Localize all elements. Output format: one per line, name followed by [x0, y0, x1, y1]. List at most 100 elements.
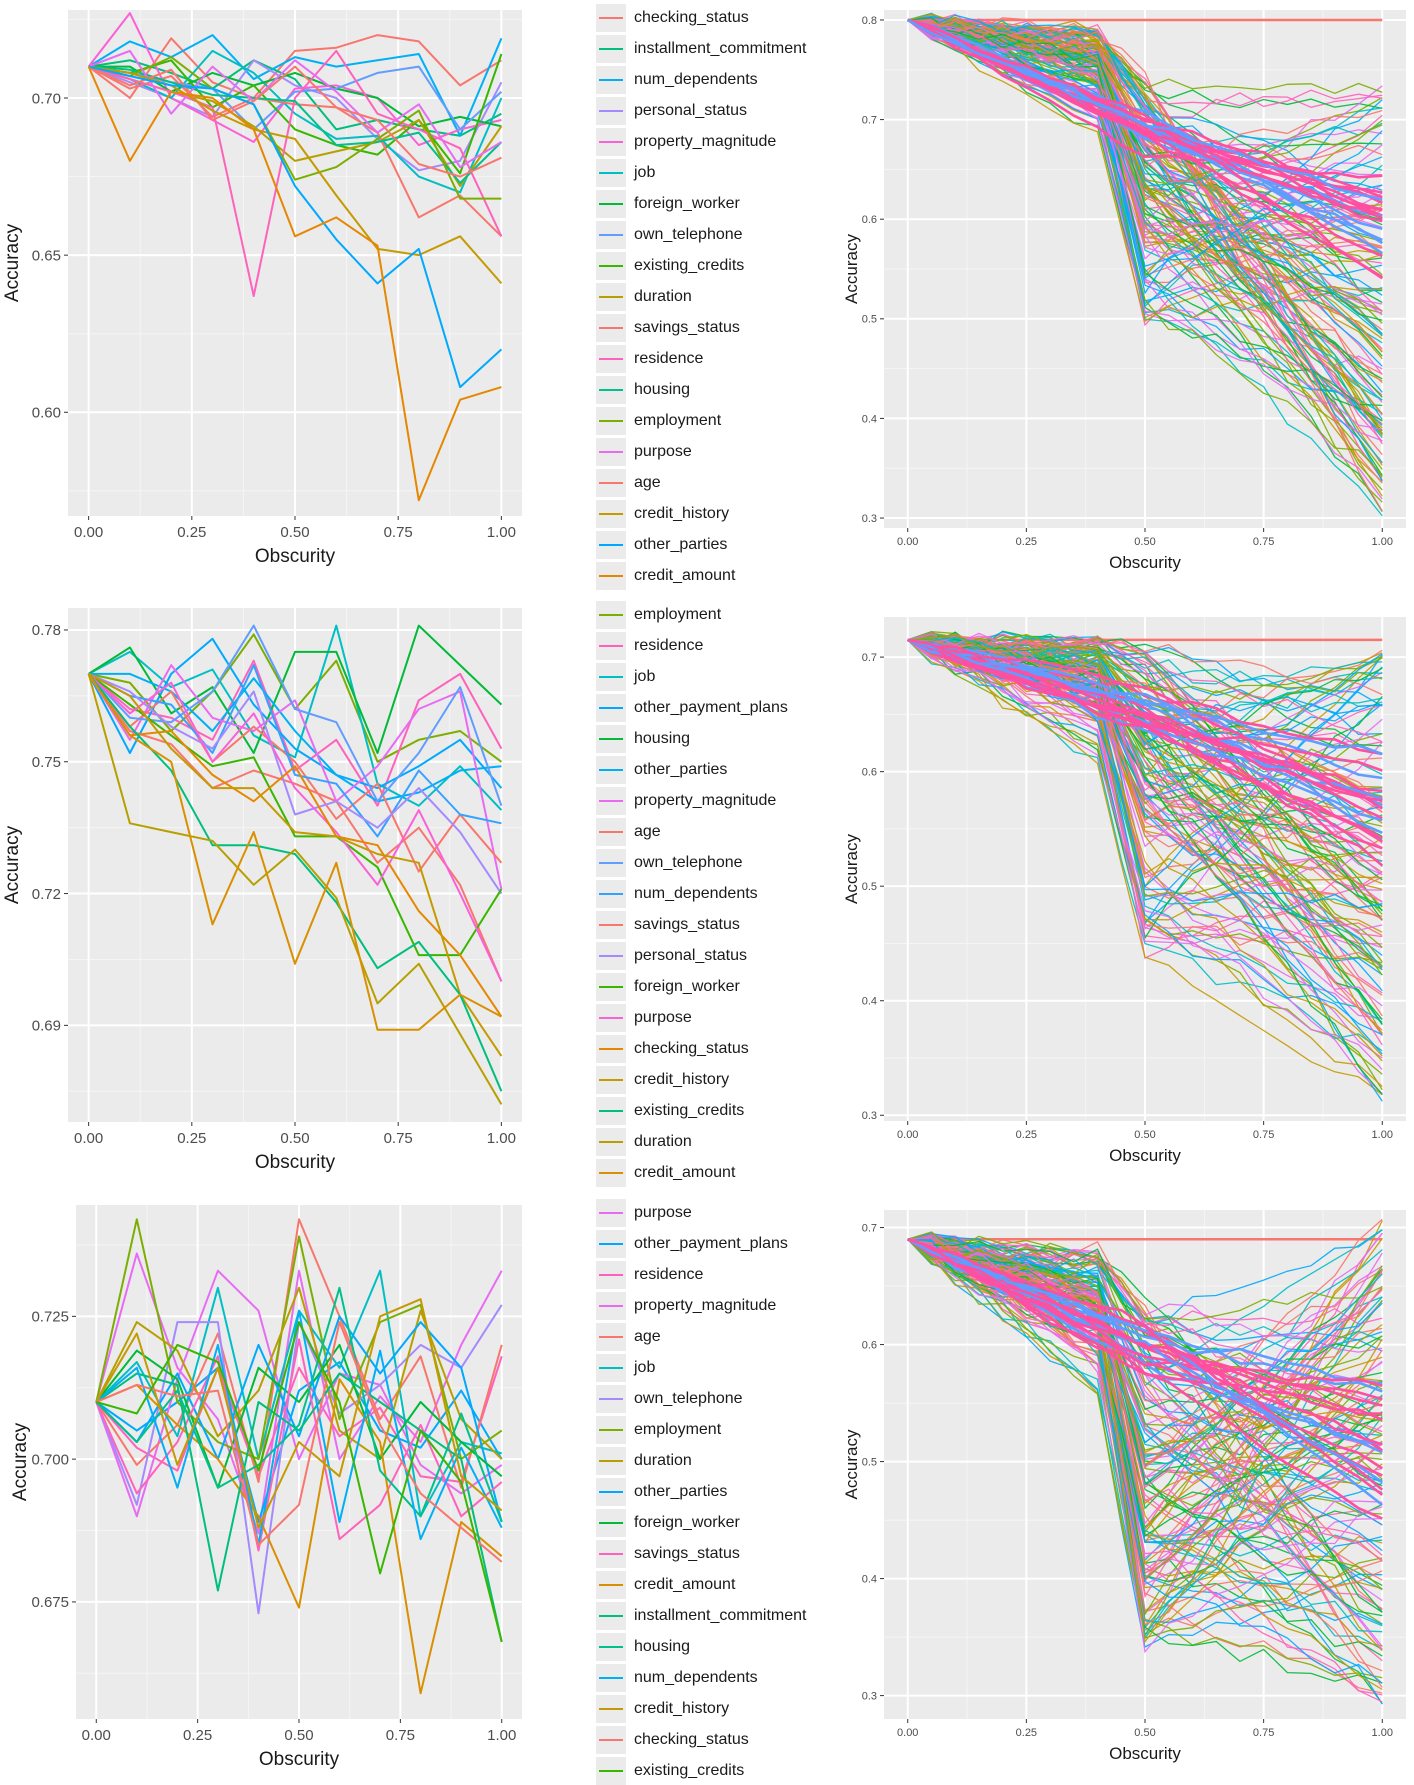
legend-swatch — [599, 513, 623, 515]
series-line — [907, 19, 1383, 302]
legend-swatch — [599, 17, 623, 19]
series-line — [907, 639, 1383, 885]
legend-swatch — [599, 862, 623, 864]
legend-key — [596, 1354, 626, 1382]
series-line — [907, 634, 1383, 797]
legend-key — [596, 1757, 626, 1785]
legend-swatch — [599, 831, 623, 833]
series-line — [907, 1238, 1383, 1648]
x-axis-label: Obscurity — [255, 546, 336, 567]
legend-key — [596, 911, 626, 939]
legend-swatch — [599, 1212, 623, 1214]
legend-key — [596, 438, 626, 466]
right-chart-1: 0.00 0.25 0.50 0.75 1.00 0.3 0.4 0.5 0.6 0.7 0.8 Ob… — [842, 10, 1406, 572]
series-line — [907, 635, 1383, 743]
series-line — [907, 1238, 1383, 1556]
legend-key — [596, 1633, 626, 1661]
legend-key — [596, 1726, 626, 1754]
series-lines — [907, 630, 1384, 1102]
y-tick-label: 0.75 — [32, 754, 61, 771]
legend-swatch — [599, 327, 623, 329]
x-tick-label: 0.25 — [1016, 536, 1037, 548]
legend-key — [596, 252, 626, 280]
legend-item: credit_history — [596, 500, 729, 528]
legend-key — [596, 1509, 626, 1537]
x-tick-label: 0.00 — [74, 1130, 103, 1147]
legend-item: job — [596, 1354, 655, 1382]
legend-key — [596, 1385, 626, 1413]
legend-swatch — [599, 79, 623, 81]
legend-swatch — [599, 1739, 623, 1741]
legend-key — [596, 1447, 626, 1475]
series-line — [907, 639, 1383, 849]
legend-item: age — [596, 469, 661, 497]
legend-item: num_dependents — [596, 1664, 758, 1692]
series-line-highlight — [907, 638, 1383, 780]
legend-swatch — [599, 1243, 623, 1245]
legend-swatch — [599, 389, 623, 391]
series-line-foreign_worker — [88, 673, 503, 957]
legend-item: credit_amount — [596, 562, 735, 590]
x-axis-label: Obscurity — [1109, 1146, 1181, 1165]
series-line — [907, 16, 1383, 95]
series-lines — [87, 624, 503, 1105]
legend-key — [596, 632, 626, 660]
legend-label: purpose — [634, 443, 692, 460]
legend-label: other_parties — [634, 1483, 728, 1500]
legend-item: property_magnitude — [596, 128, 776, 156]
legend-swatch — [599, 893, 623, 895]
legend-swatch — [599, 707, 623, 709]
legend-item: duration — [596, 283, 692, 311]
legend-label: duration — [634, 1452, 692, 1469]
legend-swatch — [599, 955, 623, 957]
legend-swatch — [599, 1677, 623, 1679]
legend-item: own_telephone — [596, 1385, 743, 1413]
legend-swatch — [599, 1110, 623, 1112]
series-line-highlight — [907, 1238, 1383, 1393]
legend-key — [596, 1066, 626, 1094]
series-lines — [907, 12, 1384, 517]
legend-swatch — [599, 1708, 623, 1710]
legend-label: age — [634, 823, 661, 840]
y-axis-label: Accuracy — [2, 223, 23, 302]
x-tick-label: 0.25 — [177, 1130, 206, 1147]
series-line — [907, 639, 1383, 945]
series-line-highlight — [907, 18, 1383, 279]
y-tick-label: 0.7 — [862, 652, 877, 664]
legend-item: foreign_worker — [596, 190, 740, 218]
legend-label: job — [634, 668, 656, 685]
legend-swatch — [599, 1367, 623, 1369]
legend-key — [596, 35, 626, 63]
legend-item: property_magnitude — [596, 1292, 776, 1320]
y-axis-label: Accuracy — [842, 234, 861, 304]
legend-label: residence — [634, 637, 704, 654]
x-tick-label: 0.50 — [1134, 536, 1155, 548]
series-line — [907, 19, 1383, 375]
series-line — [907, 639, 1383, 1071]
series-line — [907, 639, 1383, 897]
x-tick-label: 1.00 — [487, 524, 516, 541]
legend-label: foreign_worker — [634, 1514, 740, 1531]
legend-item: age — [596, 1323, 661, 1351]
x-tick-label: 0.50 — [284, 1727, 313, 1744]
series-line-highlight — [907, 638, 1383, 822]
x-tick-label: 0.75 — [384, 524, 413, 541]
legend-label: personal_status — [634, 947, 747, 964]
legend-swatch — [599, 296, 623, 298]
legend-swatch — [599, 358, 623, 360]
series-line-age — [95, 1218, 503, 1489]
legend-item: purpose — [596, 438, 692, 466]
series-line — [907, 1238, 1383, 1654]
legend-swatch — [599, 986, 623, 988]
y-tick-label: 0.4 — [862, 413, 877, 425]
left-chart-2: 0.00 0.25 0.50 0.75 1.00 0.69 0.72 0.75 0.78 Obsc… — [2, 608, 522, 1173]
legend-label: residence — [634, 350, 704, 367]
legend-item: employment — [596, 601, 721, 629]
x-tick-label: 0.25 — [1016, 1727, 1037, 1739]
series-line-purpose — [88, 49, 502, 169]
y-tick-label: 0.675 — [31, 1594, 69, 1611]
legend-swatch — [599, 420, 623, 422]
x-tick-label: 0.50 — [1134, 1727, 1155, 1739]
series-line — [907, 1231, 1383, 1321]
legend-key — [596, 531, 626, 559]
